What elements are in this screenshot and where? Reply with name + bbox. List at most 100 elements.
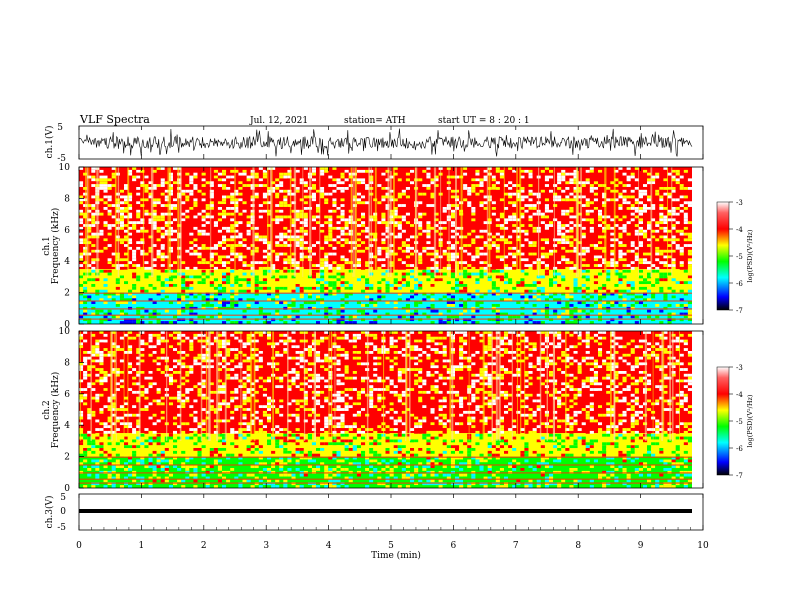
spectrogram-cell [516,235,521,239]
spectrogram-cell [401,275,406,279]
spectrogram-cell [361,226,366,230]
spectrogram-cell [287,169,292,173]
spectrogram-cell [83,402,88,406]
spectrogram-cell [524,258,529,262]
spectrogram-cell [483,201,488,205]
spectrogram-cell [128,286,133,290]
spectrogram-cell [622,204,627,207]
spectrogram-cell [279,226,284,230]
spectrogram-cell [79,232,84,236]
spectrogram-cell [230,304,235,307]
spectrogram-cell [663,198,668,202]
spectrogram-cell [679,195,684,199]
spectrogram-cell [401,184,406,187]
spectrogram-cell [344,215,349,219]
spectrogram-cell [369,321,374,324]
spectrogram-cell [675,184,680,187]
spectrogram-cell [659,249,664,253]
spectrogram-cell [643,195,648,199]
spectrogram-cell [618,201,623,205]
spectrogram-cell [95,479,100,483]
spectrogram-cell [504,175,509,179]
spectrogram-cell [659,289,664,293]
spectrogram-cell [132,292,137,296]
spectrogram-cell [381,284,386,287]
spectrogram-cell [553,266,558,270]
spectrogram-cell [561,167,566,170]
spectrogram-cell [561,312,566,316]
spectrogram-cell [128,292,133,296]
spectrogram-cell [557,172,562,176]
spectrogram-cell [173,284,178,287]
spectrogram-cell [103,339,108,343]
spectrogram-cell [549,266,554,270]
spectrogram-cell [217,201,222,205]
spectrogram-cell [679,295,684,299]
spectrogram-cell [242,278,247,282]
spectrogram-cell [687,264,692,267]
spectrogram-cell [140,204,145,207]
spectrogram-cell [222,241,227,245]
spectrogram-cell [647,204,652,207]
spectrogram-cell [540,192,545,196]
spectrogram-cell [479,261,484,265]
spectrogram-cell [532,244,537,247]
spectrogram-cell [99,422,104,426]
spectrogram-cell [544,212,549,216]
spectrogram-cell [128,204,133,207]
spectrogram-cell [365,209,370,213]
spectrogram-cell [610,226,615,230]
spectrogram-cell [675,195,680,199]
spectrogram-cell [438,286,443,290]
spectrogram-cell [299,189,304,193]
spectrogram-cell [87,286,92,290]
spectrogram-cell [544,241,549,245]
spectrogram-cell [675,169,680,173]
spectrogram-cell [528,264,533,267]
spectrogram-cell [667,212,672,216]
spectrogram-cell [614,252,619,256]
spectrogram-cell [217,184,222,187]
spectrogram-cell [528,269,533,273]
spectrogram-cell [99,442,104,446]
spectrogram-cell [168,178,173,182]
spectrogram-cell [91,181,96,185]
spectrogram-cell [491,178,496,182]
spectrogram-cell [209,244,214,247]
spectrogram-cell [553,304,558,307]
spectrogram-cell [128,289,133,293]
spectrogram-cell [132,209,137,213]
spectrogram-cell [659,167,664,170]
spectrogram-cell [659,235,664,239]
spectrogram-cell [205,198,210,202]
spectrogram-cell [638,241,643,245]
spectrogram-cell [148,198,153,202]
spectrogram-cell [299,175,304,179]
spectrogram-cell [156,321,161,324]
spectrogram-cell [401,229,406,233]
spectrogram-cell [373,289,378,293]
spectrogram-cell [316,286,321,290]
spectrogram-cell [234,286,239,290]
spectrogram-cell [328,224,333,227]
spectrogram-cell [267,258,272,262]
spectrogram-cell [173,229,178,233]
spectrogram-cell [103,207,108,210]
spectrogram-cell [516,212,521,216]
spectrogram-cell [683,167,688,170]
spectrogram-cell [340,218,345,222]
spectrogram-cell [328,238,333,242]
spectrogram-cell [332,201,337,205]
colorbar-tick-label: -3 [736,199,743,207]
spectrogram-cell [295,315,300,319]
spectrogram-cell [463,244,468,247]
spectrogram-cell [79,249,84,253]
spectrogram-cell [136,201,141,205]
spectrogram-cell [471,235,476,239]
spectrogram-streak [667,167,668,277]
spectrogram-cell [585,192,590,196]
spectrogram-cell [332,266,337,270]
spectrogram-cell [557,209,562,213]
spectrogram-cell [565,275,570,279]
spectrogram-cell [450,249,455,253]
